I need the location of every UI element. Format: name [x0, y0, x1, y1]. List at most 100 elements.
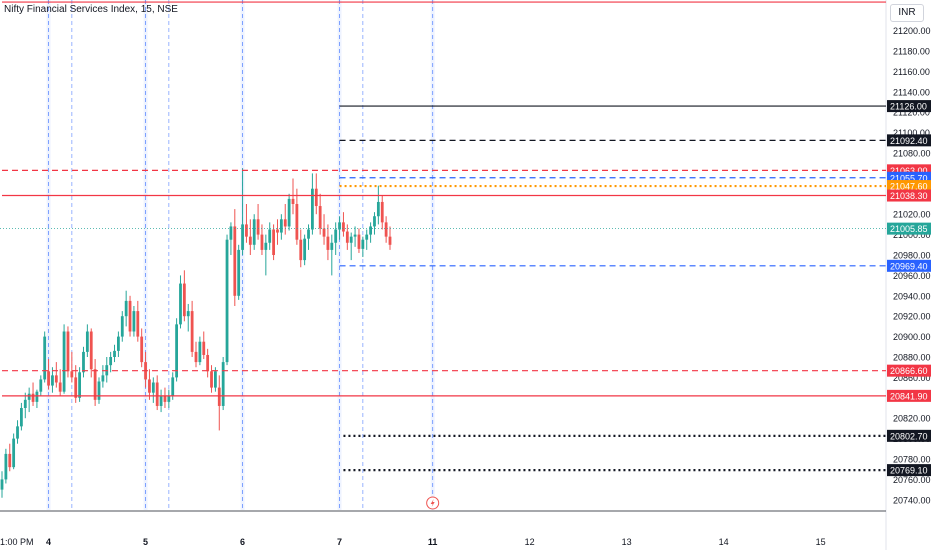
candle-body: [237, 249, 241, 296]
candle-body: [31, 393, 35, 402]
candle-body: [233, 226, 237, 296]
price-label-text: 20866.60: [890, 366, 928, 376]
candle-body: [51, 375, 54, 386]
candle-body: [276, 229, 279, 233]
candle-body: [47, 371, 50, 386]
candle-body: [311, 188, 314, 230]
candle-body: [303, 238, 307, 261]
x-tick-label: 14: [719, 537, 729, 547]
candle-body: [163, 395, 167, 402]
y-tick-label: 20920.00: [893, 312, 931, 322]
candle-body: [128, 300, 132, 332]
candle-body: [113, 350, 116, 357]
candle-body: [217, 387, 221, 406]
candle-body: [264, 242, 268, 250]
candle-body: [334, 229, 338, 243]
candle-body: [148, 379, 151, 393]
candle-body: [291, 198, 295, 204]
price-label-text: 21005.85: [890, 224, 928, 234]
candle-body: [182, 283, 186, 317]
candle-body: [384, 222, 388, 237]
price-label-text: 20841.90: [890, 391, 928, 401]
candle-body: [74, 377, 78, 398]
x-tick-label: 4: [46, 537, 51, 547]
candle-body: [62, 331, 66, 392]
price-label-box: [887, 100, 931, 113]
candle-body: [175, 324, 178, 378]
candle-body: [322, 228, 326, 237]
candle-body: [345, 231, 349, 243]
candle-body: [272, 229, 275, 255]
candle-body: [248, 236, 252, 245]
candle-body: [159, 395, 163, 406]
candle-body: [4, 453, 8, 480]
candle-body: [23, 399, 27, 408]
candle-body: [388, 236, 392, 245]
candle-body: [109, 357, 113, 366]
candle-body: [179, 283, 182, 325]
candle-body: [82, 351, 85, 373]
y-tick-label: 20940.00: [893, 291, 931, 301]
chart-title: Nifty Financial Services Index, 15, NSE: [4, 4, 178, 15]
x-tick-label: 6: [240, 537, 245, 547]
candle-body: [214, 371, 217, 388]
y-tick-label: 20980.00: [893, 251, 931, 261]
y-tick-label: 21080.00: [893, 149, 931, 159]
candle-body: [365, 234, 369, 240]
candle-body: [245, 224, 248, 237]
x-tick-label: 7: [337, 537, 342, 547]
currency-button[interactable]: INR: [890, 4, 924, 22]
candle-body: [132, 311, 136, 332]
candle-body: [279, 219, 283, 233]
price-label-box: [887, 429, 931, 442]
y-tick-label: 21180.00: [893, 47, 930, 57]
x-tick-label: 5: [143, 537, 148, 547]
candle-body: [268, 229, 272, 243]
candle-body: [12, 438, 16, 468]
price-label-text: 21047.60: [890, 182, 928, 192]
y-tick-label: 21100.00: [893, 128, 930, 138]
y-tick-label: 21200.00: [893, 26, 931, 36]
price-label-box: [887, 134, 931, 147]
price-label-text: 21092.40: [890, 136, 928, 146]
candle-body: [326, 236, 330, 250]
x-tick-label: 15: [816, 537, 826, 547]
price-label-text: 21055.70: [890, 173, 928, 183]
candle-body: [117, 336, 120, 351]
candle-body: [241, 224, 244, 250]
candle-body: [194, 351, 198, 363]
candle-body: [256, 219, 260, 235]
price-label-box: [887, 389, 931, 402]
price-label-box: [887, 364, 931, 377]
y-tick-label: 21000.00: [893, 230, 931, 240]
candle-body: [307, 229, 310, 239]
candle-body: [27, 393, 31, 400]
candle-body: [70, 371, 74, 378]
candle-body: [85, 331, 89, 352]
price-label-box: [887, 180, 931, 193]
y-tick-label: 20880.00: [893, 353, 931, 363]
candle-body: [202, 341, 206, 355]
candle-body: [338, 222, 341, 230]
candle-body: [221, 362, 225, 406]
candle-body: [124, 300, 128, 317]
candle-body: [314, 188, 318, 207]
candle-body: [210, 371, 213, 388]
price-label-box: [887, 189, 931, 202]
y-tick-label: 20960.00: [893, 271, 931, 281]
candle-body: [357, 234, 361, 249]
lightning-glyph: [430, 499, 435, 507]
candle-body: [206, 354, 210, 372]
x-tick-label: 11: [428, 537, 438, 547]
candle-body: [190, 311, 194, 352]
price-label-text: 21063.00: [890, 166, 928, 176]
candle-body: [260, 234, 264, 250]
price-label-box: [887, 464, 931, 477]
candle-body: [78, 372, 81, 398]
price-label-box: [887, 259, 931, 272]
price-label-text: 21126.00: [890, 102, 927, 112]
y-tick-label: 21140.00: [893, 87, 930, 97]
candle-body: [0, 479, 4, 490]
